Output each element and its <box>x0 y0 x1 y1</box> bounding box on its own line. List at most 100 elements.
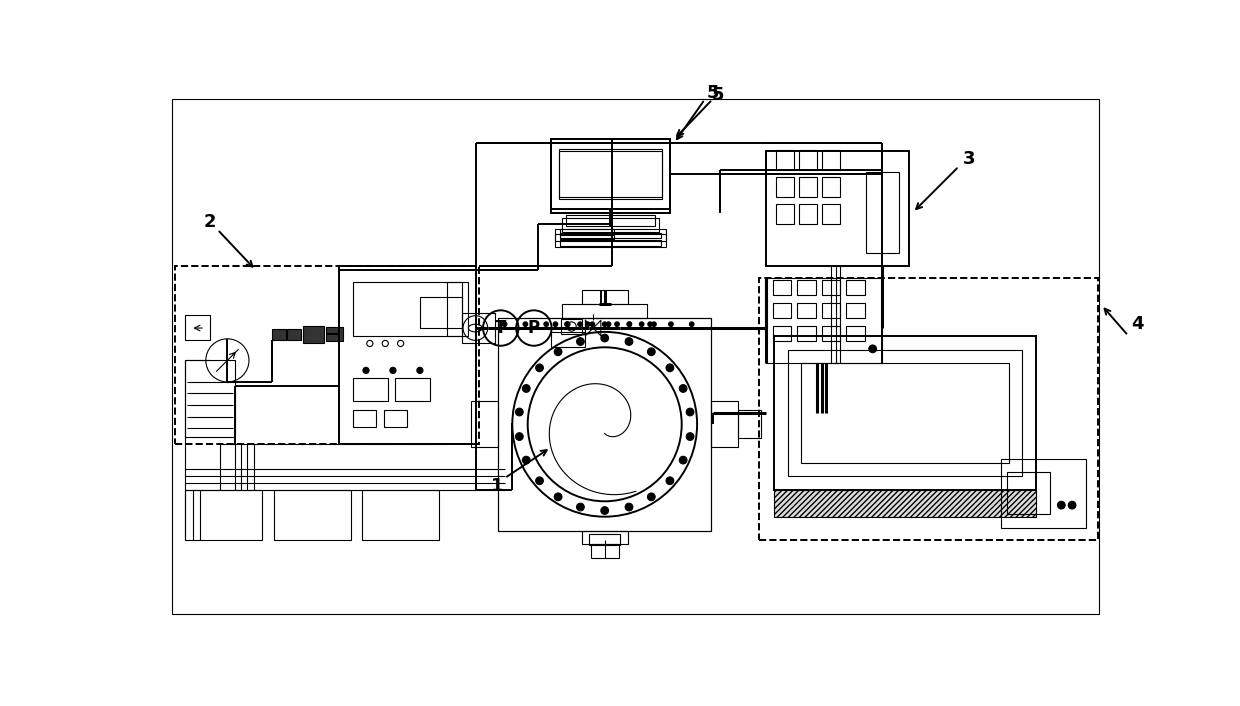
Bar <box>362 490 439 540</box>
Circle shape <box>869 345 877 353</box>
Bar <box>353 282 463 336</box>
Bar <box>567 215 655 226</box>
Circle shape <box>553 322 558 326</box>
Bar <box>185 490 262 540</box>
Bar <box>563 218 658 232</box>
Text: P: P <box>528 319 539 337</box>
Bar <box>822 303 841 318</box>
Circle shape <box>522 456 531 464</box>
Circle shape <box>601 507 609 515</box>
Bar <box>420 297 463 328</box>
Bar <box>383 409 407 426</box>
Bar <box>590 544 619 558</box>
Circle shape <box>578 322 583 326</box>
Bar <box>799 177 817 197</box>
Text: 1: 1 <box>491 477 503 495</box>
Bar <box>776 177 794 197</box>
Circle shape <box>680 456 687 464</box>
Text: 3: 3 <box>962 150 975 167</box>
Circle shape <box>652 322 656 326</box>
Bar <box>551 139 670 209</box>
Bar <box>554 229 666 241</box>
Bar <box>787 349 1022 476</box>
Bar <box>498 318 711 530</box>
Bar <box>551 139 670 213</box>
Circle shape <box>544 322 548 326</box>
Bar <box>822 204 841 224</box>
Bar <box>801 363 1009 463</box>
Circle shape <box>516 408 523 416</box>
Circle shape <box>647 322 652 326</box>
Bar <box>847 280 866 295</box>
Circle shape <box>565 322 570 326</box>
Bar <box>1001 459 1086 528</box>
Bar <box>563 304 647 318</box>
Bar <box>463 313 495 343</box>
Bar <box>554 234 666 247</box>
Bar <box>797 303 816 318</box>
Bar <box>822 177 841 197</box>
Bar <box>185 315 210 340</box>
Circle shape <box>564 322 569 326</box>
Bar <box>498 318 711 530</box>
Circle shape <box>627 322 631 326</box>
Text: 5: 5 <box>712 85 724 104</box>
Bar <box>339 270 476 443</box>
Bar <box>303 325 325 342</box>
Circle shape <box>577 337 584 345</box>
Bar <box>797 280 816 295</box>
Bar <box>353 378 388 401</box>
Circle shape <box>536 477 543 484</box>
Circle shape <box>523 322 528 326</box>
Bar <box>766 278 882 363</box>
Circle shape <box>516 433 523 441</box>
Circle shape <box>577 503 584 511</box>
Circle shape <box>647 348 655 356</box>
Circle shape <box>686 433 694 441</box>
Bar <box>773 303 791 318</box>
Circle shape <box>625 503 632 511</box>
Bar <box>867 172 899 253</box>
Circle shape <box>627 322 631 326</box>
Circle shape <box>647 493 655 501</box>
Bar <box>822 150 841 170</box>
Bar <box>551 332 585 347</box>
Circle shape <box>689 322 694 326</box>
Bar <box>797 325 816 341</box>
Bar <box>776 150 794 170</box>
Bar <box>822 325 841 341</box>
Circle shape <box>615 322 619 326</box>
Circle shape <box>640 322 644 326</box>
Circle shape <box>666 364 673 371</box>
Circle shape <box>502 322 507 326</box>
Circle shape <box>554 348 562 356</box>
Text: 2: 2 <box>203 213 216 231</box>
Bar <box>776 204 794 224</box>
Bar <box>175 266 479 443</box>
Bar <box>185 360 236 438</box>
Circle shape <box>668 322 673 326</box>
Bar <box>774 336 1035 490</box>
Bar <box>589 534 620 545</box>
Text: 4: 4 <box>1131 315 1143 333</box>
Text: T: T <box>495 319 506 337</box>
Bar <box>822 280 841 295</box>
Circle shape <box>606 322 611 326</box>
Bar <box>847 325 866 341</box>
Circle shape <box>363 367 370 373</box>
Bar <box>773 280 791 295</box>
Bar <box>711 401 738 448</box>
Bar <box>560 235 614 239</box>
Bar <box>759 278 1097 540</box>
Bar <box>326 328 343 341</box>
Bar <box>774 490 1035 517</box>
Circle shape <box>389 367 396 373</box>
Bar <box>1007 472 1050 515</box>
Bar <box>396 378 430 401</box>
Bar <box>799 150 817 170</box>
Circle shape <box>601 334 609 342</box>
Circle shape <box>585 322 590 326</box>
Bar <box>560 319 583 334</box>
Circle shape <box>625 337 632 345</box>
Circle shape <box>1058 501 1065 509</box>
